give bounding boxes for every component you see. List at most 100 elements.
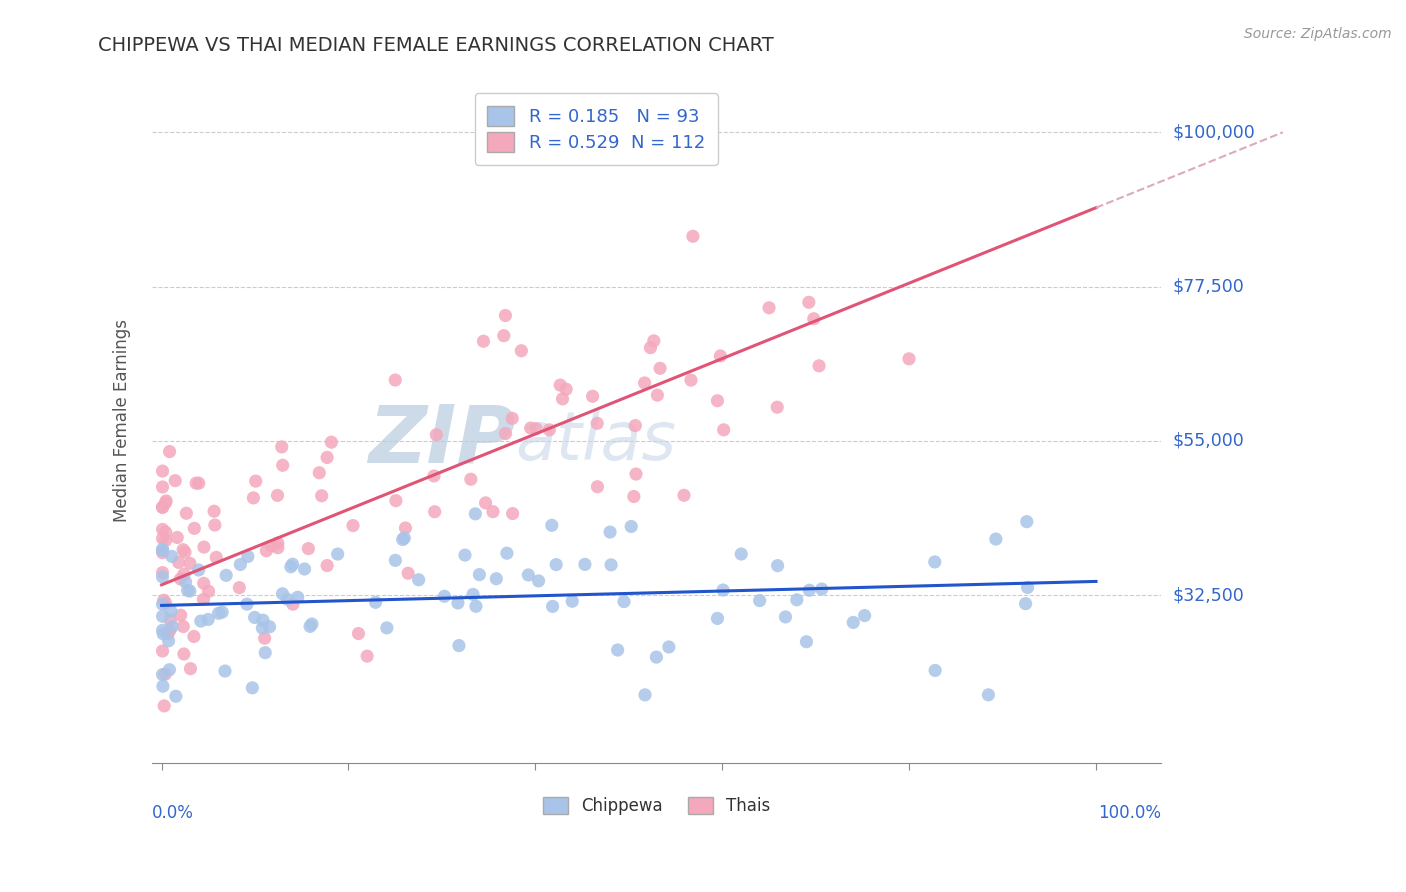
Text: $32,500: $32,500 xyxy=(1173,586,1244,604)
Point xyxy=(423,469,446,483)
Point xyxy=(766,558,789,573)
Point xyxy=(155,533,177,548)
Point xyxy=(984,532,1007,546)
Point xyxy=(647,388,669,402)
Y-axis label: Median Female Earnings: Median Female Earnings xyxy=(114,318,131,522)
Point xyxy=(271,458,294,473)
Point xyxy=(281,597,304,611)
Point xyxy=(321,435,343,450)
Point xyxy=(898,351,921,366)
Point xyxy=(179,584,201,599)
Point xyxy=(266,488,288,502)
Point xyxy=(375,621,398,635)
Point xyxy=(187,476,209,491)
Point xyxy=(254,543,277,558)
Point xyxy=(162,619,184,633)
Point xyxy=(281,558,304,572)
Point xyxy=(152,542,174,557)
Point xyxy=(433,589,456,603)
Point xyxy=(924,555,946,569)
Point xyxy=(808,359,831,373)
Point xyxy=(152,543,174,558)
Point xyxy=(385,493,408,508)
Point xyxy=(260,539,283,553)
Point xyxy=(297,541,319,556)
Point xyxy=(494,309,516,323)
Point xyxy=(152,464,174,478)
Point xyxy=(167,555,190,569)
Point xyxy=(853,608,876,623)
Point xyxy=(502,507,524,521)
Point xyxy=(186,476,208,491)
Point xyxy=(193,540,215,554)
Point xyxy=(326,547,349,561)
Point xyxy=(267,541,290,555)
Point xyxy=(797,295,820,310)
Point xyxy=(758,301,780,315)
Text: ZIP: ZIP xyxy=(368,402,516,480)
Point xyxy=(461,587,484,601)
Point xyxy=(152,480,174,494)
Point xyxy=(236,597,259,611)
Point xyxy=(183,630,205,644)
Point xyxy=(633,376,655,390)
Point xyxy=(672,488,695,502)
Point xyxy=(176,506,198,520)
Point xyxy=(391,533,413,547)
Point xyxy=(730,547,752,561)
Point xyxy=(155,596,177,610)
Point xyxy=(240,681,263,695)
Point xyxy=(551,392,574,406)
Point xyxy=(634,688,657,702)
Point xyxy=(766,400,789,414)
Point xyxy=(165,474,187,488)
Point xyxy=(152,500,174,515)
Point xyxy=(152,546,174,560)
Point xyxy=(155,667,177,681)
Point xyxy=(270,440,292,454)
Point xyxy=(474,496,496,510)
Point xyxy=(799,583,821,598)
Point xyxy=(396,566,419,581)
Point xyxy=(538,423,561,437)
Point xyxy=(202,504,225,518)
Point xyxy=(152,532,174,546)
Point xyxy=(152,644,174,658)
Point xyxy=(796,634,818,648)
Point xyxy=(197,612,219,626)
Point xyxy=(174,545,197,559)
Point xyxy=(517,568,540,582)
Point xyxy=(179,557,201,571)
Point xyxy=(311,489,333,503)
Point xyxy=(468,567,491,582)
Point xyxy=(384,553,406,567)
Point xyxy=(152,679,174,693)
Point xyxy=(803,311,825,326)
Point xyxy=(408,573,430,587)
Point xyxy=(624,467,647,481)
Point xyxy=(1017,581,1039,595)
Point xyxy=(155,525,177,540)
Point xyxy=(159,663,181,677)
Point xyxy=(561,594,583,608)
Point xyxy=(169,572,191,586)
Point xyxy=(472,334,495,349)
Point xyxy=(152,627,174,641)
Point xyxy=(546,558,568,572)
Point xyxy=(173,647,195,661)
Point xyxy=(160,604,183,618)
Point xyxy=(709,349,731,363)
Point xyxy=(172,542,194,557)
Point xyxy=(179,662,201,676)
Point xyxy=(254,646,277,660)
Point xyxy=(394,531,416,545)
Point xyxy=(211,605,233,619)
Point xyxy=(623,490,645,504)
Point xyxy=(586,417,609,431)
Point xyxy=(460,472,482,486)
Point xyxy=(1014,597,1036,611)
Point xyxy=(155,496,177,510)
Point xyxy=(159,624,181,638)
Point xyxy=(658,640,681,654)
Point xyxy=(271,587,294,601)
